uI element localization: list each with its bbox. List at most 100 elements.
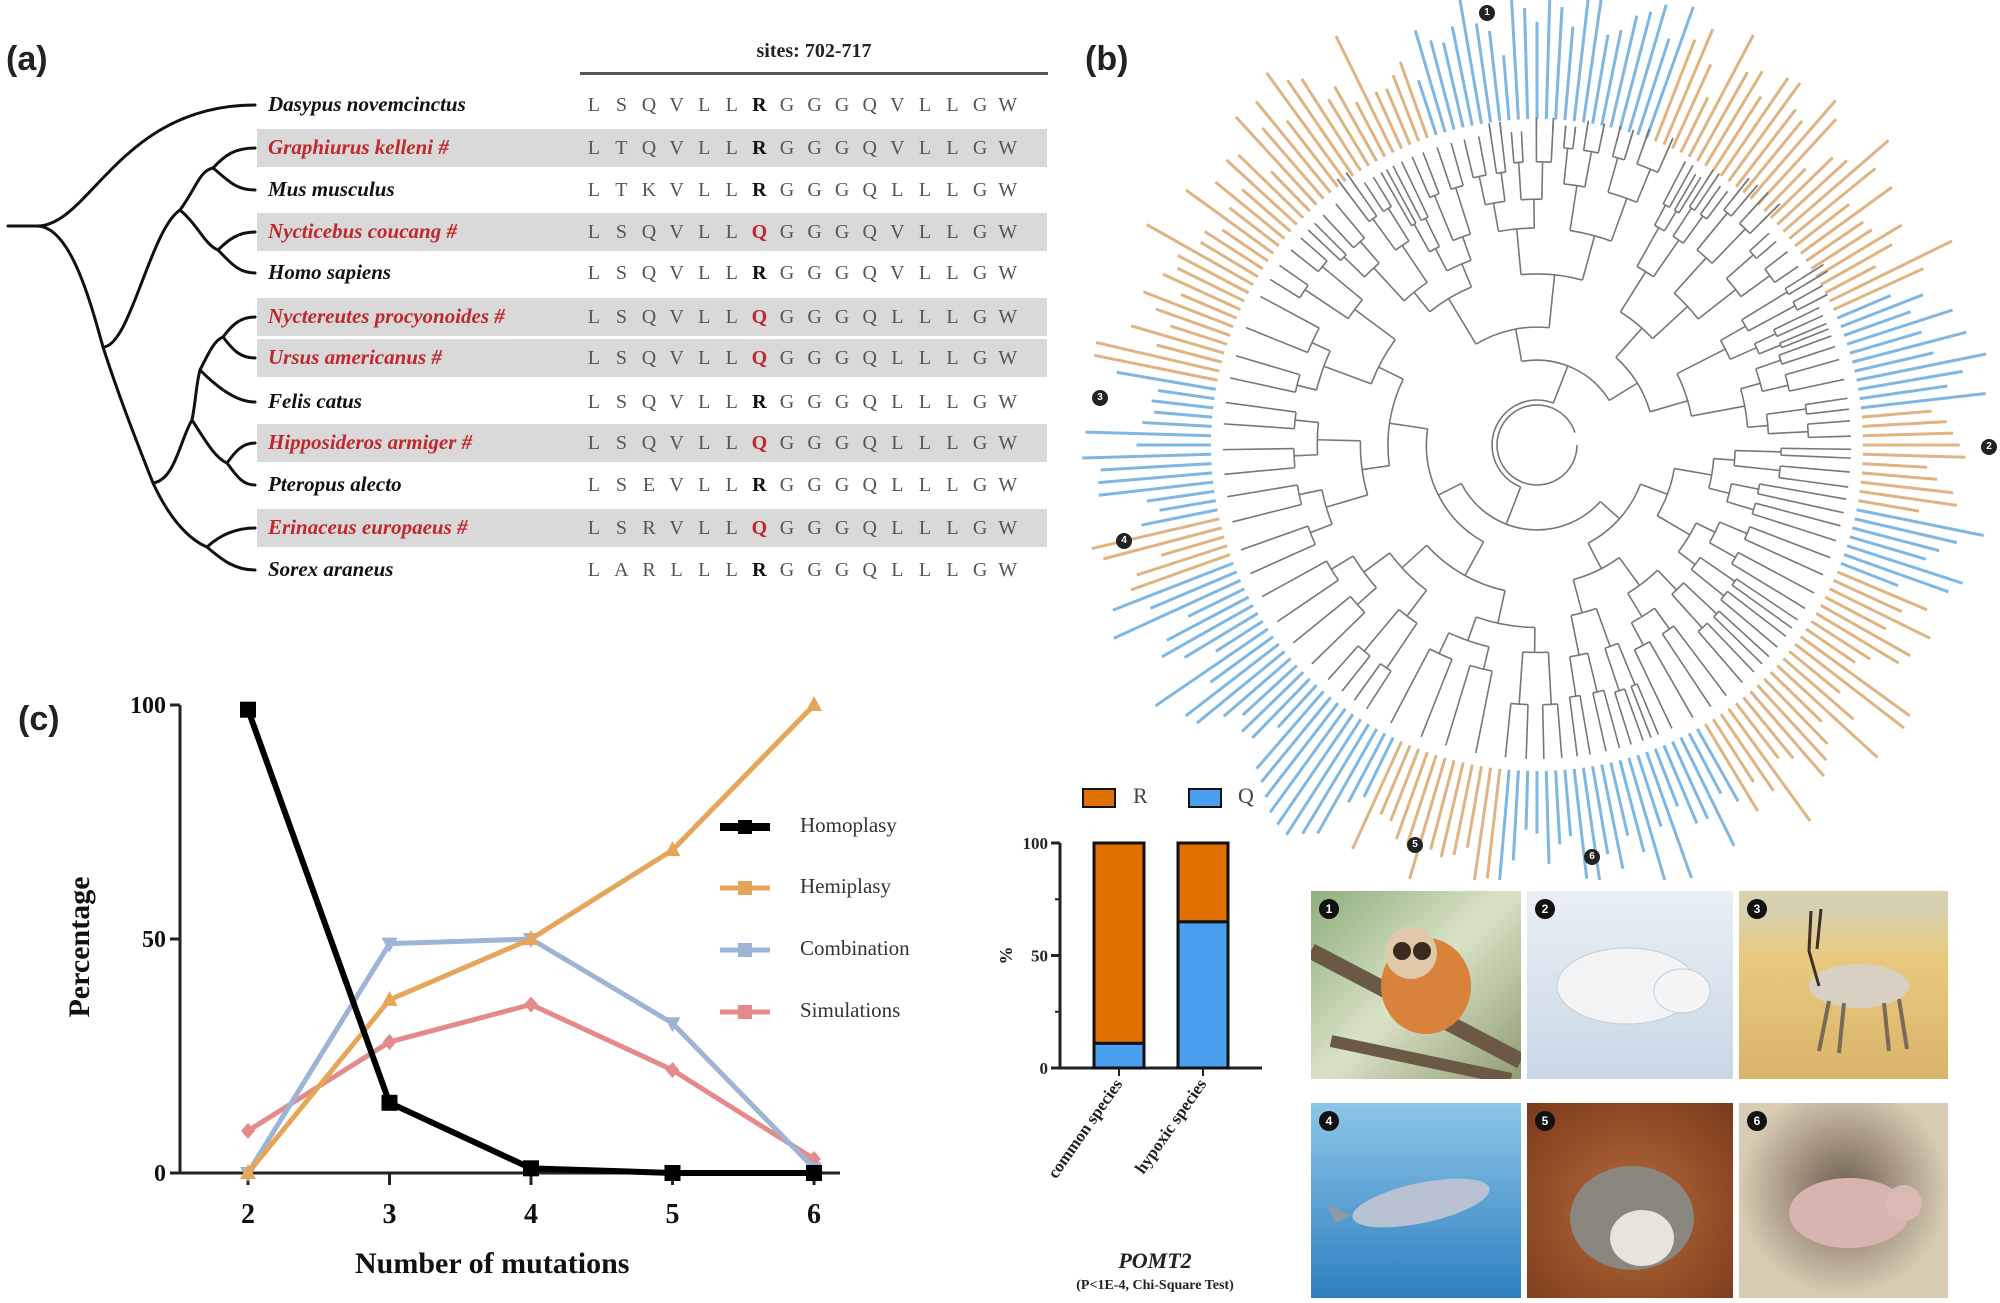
tip-label (1832, 579, 1903, 613)
polar-bear-illustration (1556, 947, 1711, 1025)
tip-label (1832, 267, 1924, 311)
tree-marker-2: 2 (1981, 439, 1997, 455)
tip-label (1782, 139, 1890, 233)
tip-label (1142, 290, 1234, 329)
tip-label (1727, 707, 1812, 822)
tree-branch-graphiurus (211, 146, 257, 170)
residue: S (615, 432, 627, 454)
residue: A (614, 559, 629, 581)
residue: L (698, 517, 711, 539)
tip-label (1820, 603, 1911, 658)
bar-y-tick-label: 0 (1040, 1059, 1049, 1078)
tip-label (1851, 526, 1940, 553)
residue: G (972, 347, 988, 369)
series-line-combination (245, 936, 816, 1175)
species-name: Ursus americanus # (268, 345, 442, 369)
tip-label (1351, 740, 1403, 850)
tip-label (1169, 324, 1228, 346)
tip-label (1544, 0, 1552, 120)
tip-label (1151, 399, 1214, 410)
residue: Q (641, 306, 657, 328)
residue: Q (641, 391, 657, 413)
residue: L (918, 262, 932, 284)
data-point-homoplasy (381, 1094, 398, 1111)
tip-label (1756, 684, 1828, 762)
tip-label (1264, 702, 1340, 798)
data-point-hemiplasy (806, 696, 822, 711)
residue: Q (751, 432, 768, 454)
tip-label (1215, 619, 1264, 653)
residue: L (698, 221, 711, 243)
residue: V (890, 262, 905, 284)
tip-label (1815, 223, 1903, 278)
legend-swatches (720, 820, 770, 1019)
tip-label (1840, 293, 1924, 329)
residue: L (725, 306, 738, 328)
y-axis-title: Percentage (63, 876, 96, 1018)
tip-label (1756, 118, 1838, 206)
residue: W (998, 517, 1018, 539)
animal-number-3: 3 (1747, 899, 1767, 919)
tip-label (1285, 119, 1340, 188)
tree-branch-laurasiatheria (101, 345, 155, 485)
tip-label (1769, 156, 1834, 219)
residue: R (642, 559, 656, 581)
residue: L (891, 347, 904, 369)
residue: G (807, 221, 822, 243)
residue: Q (862, 94, 877, 116)
residue: L (698, 391, 711, 413)
x-tick-label: 6 (807, 1199, 821, 1230)
tip-label (1085, 430, 1212, 438)
residue: V (669, 517, 684, 539)
antelope-illustration (1807, 908, 1909, 1054)
residue: G (779, 559, 795, 581)
residue: L (587, 94, 600, 116)
species-name: Pteropus alecto (268, 472, 402, 496)
tip-label (1347, 732, 1387, 803)
tip-label (1600, 764, 1625, 869)
species-name: Graphiurus kelleni # (268, 135, 449, 159)
tip-label (1828, 587, 1931, 640)
tip-label (1385, 88, 1412, 146)
tip-label (1472, 767, 1493, 880)
tree-marker-5: 5 (1407, 837, 1423, 853)
tip-label (1177, 254, 1250, 295)
tip-label (1860, 480, 1954, 495)
dolphin-illustration (1326, 1178, 1490, 1228)
residue: K (641, 179, 657, 201)
tree-branch-euarchontoglires (101, 208, 182, 349)
tip-label (1653, 39, 1697, 142)
residue: G (834, 94, 850, 116)
residue: Q (862, 517, 877, 539)
bar-chart-title: POMT2 (1118, 1248, 1192, 1273)
legend-marker (738, 881, 752, 895)
tip-label (1815, 612, 1900, 665)
residue: G (834, 517, 850, 539)
residue: R (752, 391, 767, 413)
residue: G (779, 391, 795, 413)
residue: L (725, 137, 738, 159)
residue: V (669, 474, 684, 496)
residue: V (669, 347, 684, 369)
residue: L (918, 306, 932, 328)
residue: L (587, 517, 600, 539)
tip-label (1653, 748, 1680, 807)
residue: W (998, 221, 1018, 243)
residue: G (972, 94, 988, 116)
residue: L (891, 517, 904, 539)
tree-branch-chiroptera (190, 418, 229, 465)
residue: G (779, 94, 795, 116)
tip-label (1849, 535, 1927, 561)
residue: G (972, 221, 988, 243)
tip-label (1276, 684, 1318, 729)
residue: S (615, 262, 627, 284)
residue: G (834, 306, 850, 328)
tip-label (1609, 15, 1639, 128)
residue: L (891, 179, 904, 201)
alignment-row-highlight (257, 129, 1047, 167)
animal-image-1: 1 (1311, 891, 1521, 1079)
tree-branch-erinaceus (205, 526, 257, 549)
residue: W (998, 474, 1018, 496)
